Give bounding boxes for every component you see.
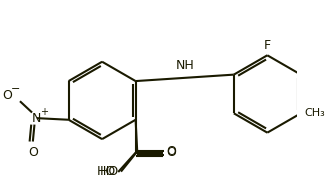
Text: O: O bbox=[2, 89, 12, 102]
Text: HO: HO bbox=[96, 165, 116, 179]
Text: NH: NH bbox=[175, 59, 194, 72]
Text: O: O bbox=[166, 146, 176, 159]
Text: O: O bbox=[167, 145, 177, 158]
Text: O: O bbox=[28, 146, 38, 159]
Text: CH₃: CH₃ bbox=[305, 108, 326, 118]
Text: N: N bbox=[32, 112, 42, 125]
Text: +: + bbox=[40, 107, 48, 117]
Text: HO: HO bbox=[99, 165, 119, 178]
Text: −: − bbox=[11, 84, 21, 94]
Text: F: F bbox=[264, 39, 271, 52]
